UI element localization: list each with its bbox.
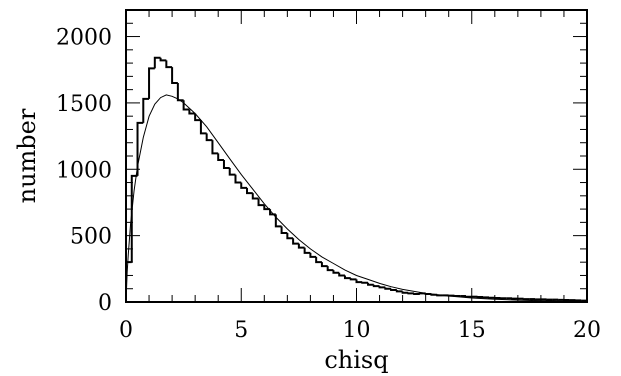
histogram-bin: [257, 198, 265, 207]
plot-frame: [125, 9, 588, 303]
histogram-bin: [148, 67, 155, 99]
y-tick-label: 0: [98, 291, 112, 316]
histogram-bin: [315, 256, 322, 264]
histogram-bin: [464, 295, 472, 298]
histogram-bin: [194, 113, 201, 122]
x-tick-label: 5: [234, 318, 248, 343]
axis-ticks: [125, 9, 588, 303]
histogram-bin: [251, 193, 259, 200]
histogram-bin: [176, 83, 184, 102]
histogram-bin: [246, 187, 253, 195]
histogram-bin: [297, 243, 305, 249]
histogram-bin: [263, 205, 271, 211]
histogram-series: [125, 56, 587, 302]
histogram-bin: [171, 67, 178, 84]
x-tick-label: 10: [343, 318, 371, 343]
histogram-bin: [188, 109, 196, 115]
histogram-bin: [292, 238, 299, 245]
chisq-fit-curve: [125, 94, 588, 303]
histogram-bin: [309, 252, 317, 258]
y-tick-label: 500: [70, 225, 112, 250]
y-tick-label: 1500: [56, 92, 112, 117]
histogram-bin: [413, 293, 420, 296]
histogram-bin: [136, 121, 144, 176]
histogram-bin: [378, 286, 386, 289]
histogram-bin: [349, 278, 357, 281]
histogram-bin: [338, 272, 345, 277]
x-tick-label: 15: [458, 318, 486, 343]
histogram-bin: [320, 262, 328, 268]
histogram-bin: [153, 56, 161, 69]
histogram-bin: [332, 270, 340, 274]
histogram-bin: [390, 288, 397, 292]
x-tick-label: 0: [119, 318, 133, 343]
histogram-bin: [395, 290, 403, 293]
histogram-bin: [361, 281, 369, 284]
histogram-bin: [205, 133, 213, 142]
x-tick-labels: 0 5 10 15 20: [119, 318, 601, 343]
histogram-bin: [234, 174, 242, 184]
histogram-bin: [142, 97, 150, 123]
histogram-bin: [280, 226, 288, 234]
histogram-bin: [240, 182, 248, 189]
histogram-bin: [211, 140, 219, 155]
histogram-bin: [367, 282, 374, 286]
histogram-bin: [407, 292, 415, 295]
histogram-bin: [222, 159, 230, 169]
histogram-bin: [130, 174, 138, 263]
histogram-bin: [326, 266, 334, 272]
histogram-bin: [384, 287, 392, 290]
x-tick-label: 20: [573, 318, 601, 343]
histogram-bin: [217, 153, 224, 161]
histogram-bin: [159, 57, 167, 62]
histogram-bin: [286, 232, 294, 240]
histogram-bin: [228, 167, 236, 176]
histogram-bin: [165, 60, 173, 69]
histogram-bin: [343, 275, 351, 280]
histogram-bin: [274, 214, 282, 228]
y-axis-title: number: [13, 108, 41, 203]
histogram-bin: [401, 291, 409, 294]
histogram-bin: [199, 120, 207, 135]
y-tick-label: 2000: [56, 26, 112, 51]
histogram-bin: [303, 247, 311, 254]
histogram-bin: [355, 279, 363, 284]
y-tick-label: 1000: [56, 158, 112, 183]
x-axis-title: chisq: [324, 346, 388, 374]
y-tick-labels: 0 500 1000 1500 2000: [56, 26, 112, 316]
histogram-bin: [372, 284, 380, 288]
